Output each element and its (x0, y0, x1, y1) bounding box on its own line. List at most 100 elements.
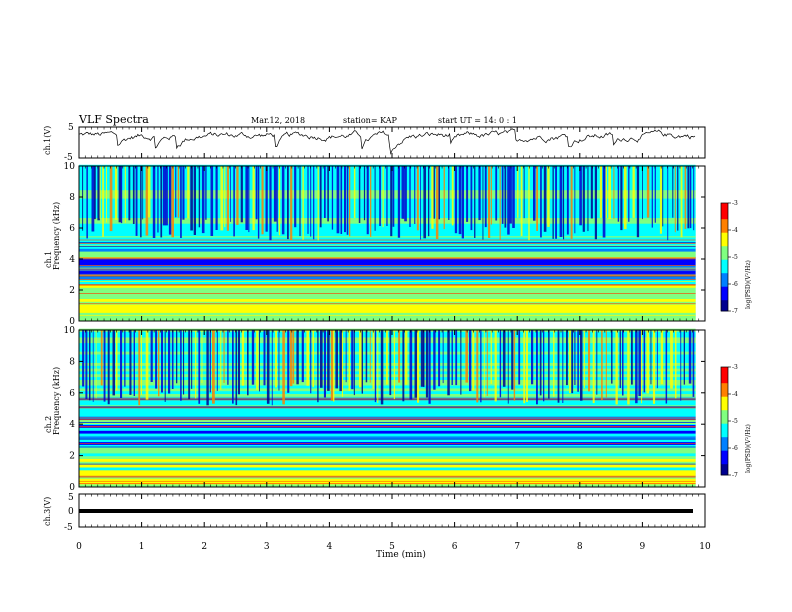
colorbar-cell (721, 281, 728, 285)
spectrogram-streak (484, 166, 487, 228)
spectrogram-streak (559, 166, 563, 237)
spectrogram-streak (624, 166, 627, 230)
spectrogram-band (79, 464, 696, 468)
spectrogram-band (79, 410, 696, 414)
ch1-spectrogram-yticks: 0 2 4 6 8 10 (64, 162, 705, 327)
colorbar-cell (721, 383, 728, 387)
colorbar-cell (721, 235, 728, 239)
spectrogram-streak (335, 330, 338, 389)
spectrogram-streak (363, 166, 366, 221)
colorbar-cell (721, 243, 728, 247)
spectrogram-streak (216, 330, 218, 391)
colorbar-cell (721, 445, 728, 449)
colorbar-tick-label: -4 (732, 391, 738, 398)
spectrogram-streak (135, 166, 138, 236)
spectrogram-streak (227, 330, 229, 385)
xtick-label: 8 (577, 542, 583, 552)
spectrogram-streak (180, 330, 182, 401)
spectrogram-streak (320, 330, 323, 388)
colorbar-cell (721, 224, 728, 228)
spectrogram-band (79, 467, 696, 471)
colorbar-cell (721, 286, 728, 290)
spectrogram-streak (488, 166, 491, 238)
spectrogram-streak (638, 330, 641, 396)
colorbar-cell (721, 305, 728, 309)
spectrogram-streak (641, 330, 643, 404)
spectrogram-streak (336, 166, 340, 234)
spectrogram-streak (588, 330, 591, 392)
colorbar-cell (721, 208, 728, 212)
spectrogram-band (79, 399, 696, 403)
spectrogram-streak (142, 166, 144, 220)
spectrogram-band (79, 436, 696, 440)
spectrogram-streak (428, 166, 430, 237)
spectrogram-streak (238, 330, 240, 395)
spectrogram-streak (132, 166, 135, 224)
colorbar-label: log(PSD)(V²/Hz) (745, 260, 752, 309)
spectrogram-line (79, 246, 696, 247)
spectrogram-streak (688, 330, 692, 384)
xtick-label: 7 (514, 542, 520, 552)
spectrogram-streak (340, 166, 343, 234)
colorbar-cell (721, 273, 728, 277)
spectrogram-streak (187, 166, 190, 219)
spectrogram-band (79, 444, 696, 448)
spectrogram-streak (223, 330, 225, 383)
spectrogram-streak (115, 330, 118, 391)
spectrogram-streak (543, 330, 545, 402)
spectrogram-streak (100, 330, 103, 386)
spectrogram-streak (301, 330, 304, 383)
spectrogram-streak (327, 330, 330, 391)
spectrogram-streak (97, 166, 100, 221)
spectrogram-streak (523, 166, 525, 219)
ch3-waveform-panel: 5 0 -5 ch.3(V) (43, 493, 706, 533)
spectrogram-streak (374, 166, 376, 231)
spectrogram-streak (587, 166, 589, 232)
ytick-label: 0 (69, 317, 75, 327)
spectrogram-line (79, 476, 696, 478)
spectrogram-streak (443, 166, 445, 230)
spectrogram-streak (495, 166, 498, 221)
spectrogram-band (79, 390, 696, 394)
spectrogram-streak (224, 166, 226, 228)
spectrogram-streak (168, 166, 172, 235)
spectrogram-streak (631, 330, 633, 385)
colorbar-label: log(PSD)(V²/Hz) (745, 424, 752, 473)
spectrogram-streak (310, 330, 312, 394)
ch1-ytick-top: 5 (68, 123, 74, 133)
header-station: station= KAP (343, 116, 398, 125)
spectrogram-streak (103, 330, 106, 402)
spectrogram-band (79, 287, 696, 291)
spectrogram-streak (147, 166, 151, 218)
spectrogram-streak (330, 330, 334, 401)
spectrogram-streak (662, 166, 664, 227)
colorbar-cell (721, 213, 728, 217)
spectrogram-streak (382, 166, 384, 228)
spectrogram-streak (566, 166, 569, 235)
colorbar-tick-label: -7 (732, 308, 738, 315)
colorbar-cell (721, 289, 728, 293)
colorbar-cell (721, 450, 728, 454)
xtick-label: 9 (640, 542, 646, 552)
spectrogram-streak (646, 330, 650, 394)
colorbar-cell (721, 254, 728, 258)
spectrogram-streak (290, 330, 293, 387)
ch1-spectrogram-panel: ch.1 Frequency (kHz) 0 2 4 6 8 10 -3 -4 -5 -6 -7 l… (44, 162, 752, 327)
spectrogram-streak (102, 166, 104, 237)
spectrogram-streak (486, 330, 488, 396)
colorbar-cell (721, 265, 728, 269)
spectrogram-streak (517, 166, 519, 218)
spectrogram-band (79, 430, 696, 434)
spectrogram-streak (677, 166, 679, 231)
spectrogram-streak (628, 166, 630, 222)
spectrogram-streak (377, 330, 379, 404)
spectrogram-streak (511, 330, 514, 390)
spectrogram-line (79, 463, 696, 465)
spectrogram-streak (390, 166, 393, 237)
spectrogram-streak (112, 330, 115, 396)
spectrogram-streak (617, 166, 620, 222)
colorbar-cell (721, 396, 728, 400)
spectrogram-band (79, 262, 696, 266)
colorbar-cell (721, 466, 728, 470)
spectrogram-band (79, 307, 696, 311)
